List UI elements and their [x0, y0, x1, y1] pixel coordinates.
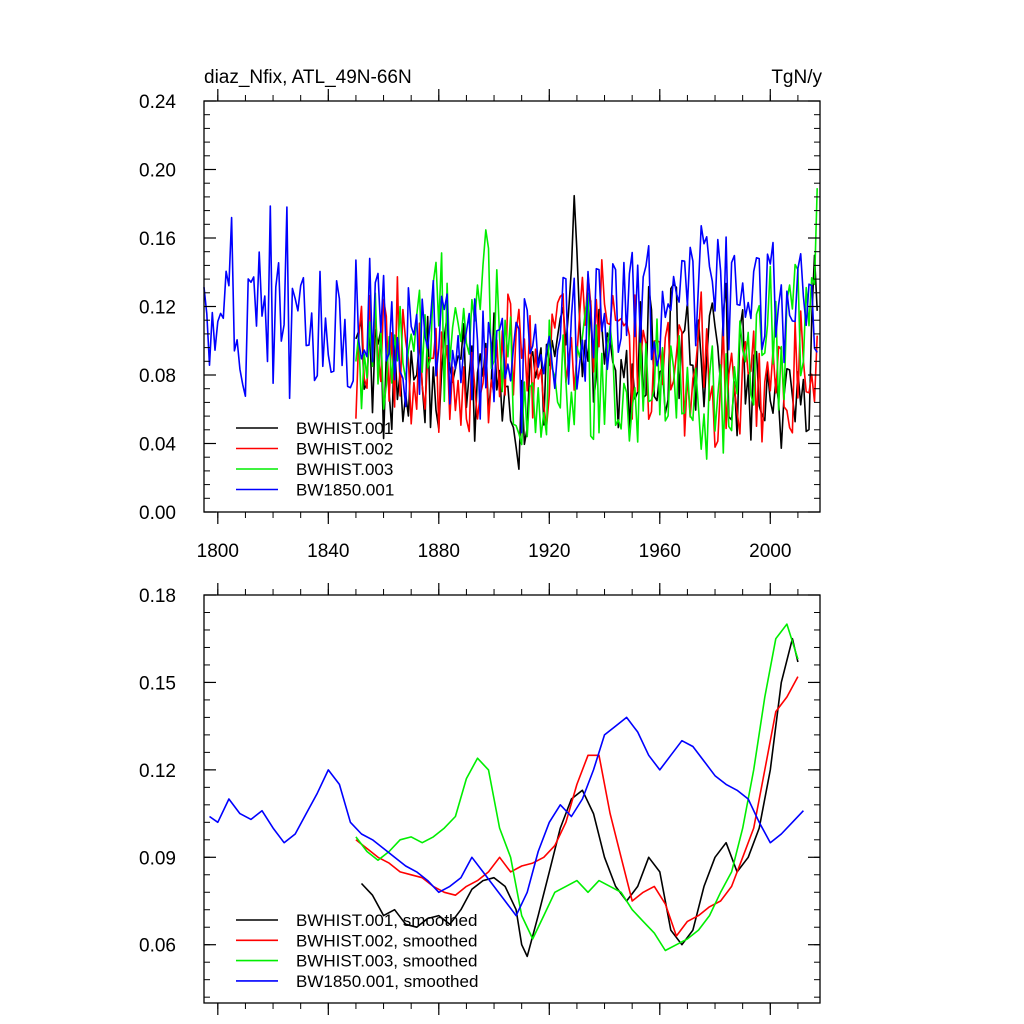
top-legend-label-bwhist-003: BWHIST.003 — [296, 460, 393, 479]
top-xtick-label: 2000 — [749, 541, 791, 562]
bottom-series-bwhist-001-smoothed — [360, 637, 799, 958]
bottom-series-lines — [209, 623, 804, 958]
top-series-lines — [203, 188, 818, 471]
bottom-series-bw1850-001-smoothed — [209, 716, 804, 917]
bottom-legend-label-bwhist-002-smoothed: BWHIST.002, smoothed — [296, 931, 477, 950]
top-series-bw1850-001 — [203, 205, 818, 434]
top-panel-title: diaz_Nfix, ATL_49N-66N — [204, 67, 412, 88]
bottom-series-bwhist-003-smoothed — [355, 623, 799, 952]
top-xtick-label: 1880 — [418, 541, 460, 562]
top-axis-ticks: 0.00 0.04 0.08 0.12 0.16 0.20 0.24 1800 1840 1880… — [139, 89, 820, 562]
top-ytick-label: 0.00 — [139, 503, 176, 524]
bottom-ytick-label: 0.15 — [139, 673, 176, 694]
bottom-ytick-label: 0.06 — [139, 936, 176, 957]
top-ytick-label: 0.04 — [139, 435, 176, 456]
top-xtick-label: 1960 — [639, 541, 681, 562]
top-ytick-label: 0.16 — [139, 229, 176, 250]
bottom-ytick-label: 0.12 — [139, 761, 176, 782]
bottom-legend-label-bw1850-001-smoothed: BW1850.001, smoothed — [296, 972, 478, 991]
bottom-ytick-label: 0.09 — [139, 848, 176, 869]
bottom-axis-ticks: 0.06 0.09 0.12 0.15 0.18 — [139, 583, 820, 1015]
top-legend-label-bw1850-001: BW1850.001 — [296, 481, 394, 500]
top-panel-units: TgN/y — [771, 67, 822, 88]
top-panel: diaz_Nfix, ATL_49N-66N TgN/y 0.000.040.0… — [139, 67, 822, 562]
top-ytick-label: 0.20 — [139, 161, 176, 182]
bottom-panel: 0.06 0.09 0.12 0.15 0.18 BWHIST.001, smoothe… — [139, 583, 821, 1015]
top-ytick-label: 0.08 — [139, 366, 176, 387]
top-legend-label-bwhist-001: BWHIST.001 — [296, 419, 393, 438]
top-legend-label-bwhist-002: BWHIST.002 — [296, 440, 393, 459]
bottom-plot-frame — [203, 594, 821, 1004]
top-xtick-label: 1840 — [307, 541, 349, 562]
bottom-ytick-label: 0.18 — [139, 586, 176, 607]
bottom-legend-label-bwhist-003-smoothed: BWHIST.003, smoothed — [296, 952, 477, 971]
top-ytick-label: 0.24 — [139, 92, 176, 113]
top-xtick-label: 1800 — [197, 541, 239, 562]
top-xtick-label: 1920 — [528, 541, 570, 562]
top-ytick-label: 0.12 — [139, 298, 176, 319]
bottom-legend-label-bwhist-001-smoothed: BWHIST.001, smoothed — [296, 911, 477, 930]
